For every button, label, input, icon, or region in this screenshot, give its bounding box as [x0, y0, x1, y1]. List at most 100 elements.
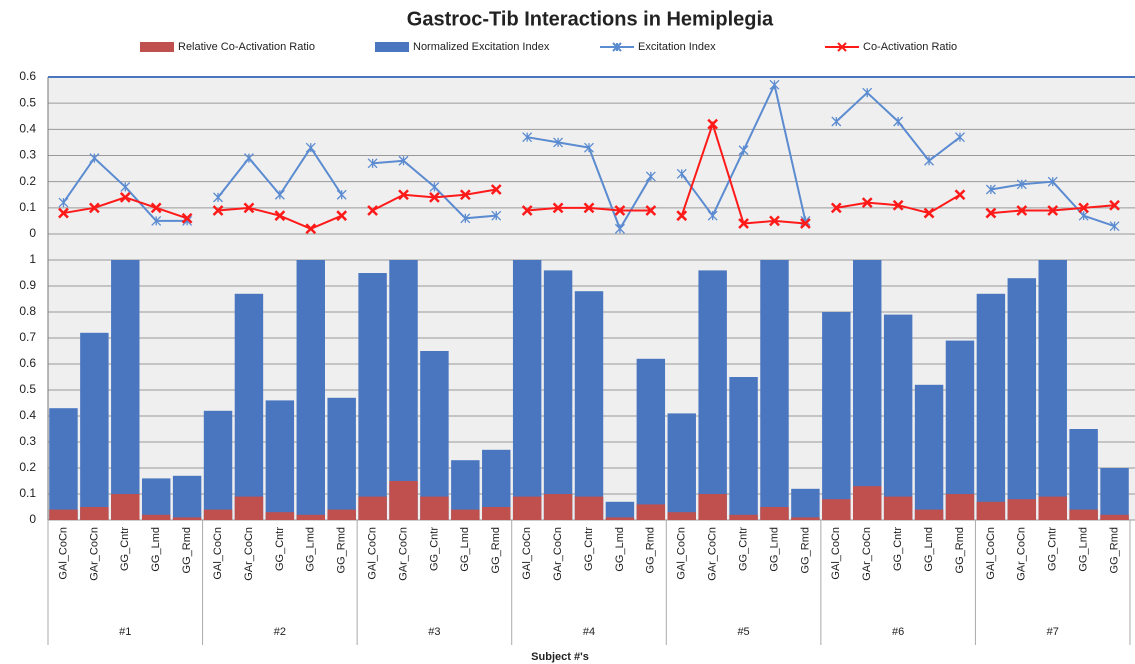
marker — [1109, 221, 1120, 232]
marker — [923, 207, 935, 219]
marker — [985, 184, 996, 195]
y-tick-label: 0.2 — [19, 460, 36, 474]
bar — [636, 358, 666, 520]
bar — [141, 514, 171, 520]
marker — [645, 171, 656, 182]
bar — [389, 260, 418, 520]
marker — [955, 132, 965, 143]
y-tick-label: 0.1 — [19, 486, 36, 500]
marker — [1047, 176, 1058, 187]
marker — [831, 116, 842, 127]
bar — [791, 517, 820, 520]
bar — [203, 509, 233, 520]
x-tick-label: GG_Rmd — [181, 527, 193, 573]
marker — [769, 215, 780, 227]
bar — [667, 413, 696, 520]
bar — [203, 410, 233, 520]
bar — [914, 384, 944, 520]
marker — [1016, 179, 1027, 190]
marker — [552, 202, 564, 214]
bar — [80, 507, 109, 520]
x-tick-label: GG_Lmd — [923, 527, 935, 572]
x-tick-label: GAl_CoCn — [676, 527, 688, 580]
bar — [358, 273, 387, 520]
y-tick-label: 0.4 — [19, 408, 36, 422]
marker — [213, 192, 223, 203]
x-tick-label: GG_Cntr — [737, 527, 749, 571]
bar — [111, 260, 140, 520]
marker — [305, 142, 316, 153]
bar — [822, 312, 851, 520]
bar — [265, 512, 295, 520]
bar — [420, 496, 449, 520]
bar — [636, 504, 666, 520]
legend-swatch — [375, 42, 409, 52]
x-tick-label: GG_Lmd — [150, 527, 162, 572]
marker — [1047, 205, 1059, 216]
marker — [367, 158, 378, 169]
bar — [853, 260, 882, 520]
bar — [296, 260, 325, 520]
bar — [883, 496, 913, 520]
bar — [234, 293, 264, 520]
group-label: #5 — [737, 626, 749, 638]
x-tick-label: GAl_CoCn — [985, 527, 997, 580]
bar — [1100, 514, 1129, 520]
group-label: #4 — [583, 626, 595, 638]
y-tick-label: 0.5 — [19, 382, 36, 396]
y-tick-label: 0 — [29, 226, 36, 240]
bar — [327, 397, 356, 520]
x-tick-label: GG_Cntr — [892, 527, 904, 571]
bar — [822, 499, 851, 520]
bar — [791, 488, 820, 520]
x-tick-label: GG_Lmd — [614, 527, 626, 572]
bar — [172, 475, 202, 520]
marker — [985, 207, 997, 219]
marker — [336, 210, 348, 222]
bar — [80, 332, 109, 520]
marker — [738, 218, 749, 229]
chart-title: Gastroc-Tib Interactions in Hemiplegia — [407, 8, 774, 30]
legend-swatch — [140, 42, 174, 52]
bar — [1038, 496, 1067, 520]
marker — [583, 202, 595, 214]
y-tick-label: 0 — [29, 512, 36, 526]
y-tick-label: 0.3 — [19, 434, 36, 448]
x-tick-label: GG_Rmd — [954, 527, 966, 573]
marker — [707, 118, 719, 130]
legend-label: Co-Activation Ratio — [863, 41, 957, 53]
marker — [151, 215, 162, 226]
bar — [667, 512, 696, 520]
y-tick-label: 0.6 — [19, 69, 36, 83]
bar — [945, 494, 975, 520]
bar — [1007, 278, 1037, 520]
marker — [522, 132, 533, 143]
bar — [605, 501, 635, 520]
marker — [58, 197, 69, 208]
x-tick-label: GG_Lmd — [459, 527, 471, 572]
marker — [89, 153, 100, 164]
x-tick-label: GAr_CoCn — [397, 527, 409, 581]
bar — [512, 496, 542, 520]
group-label: #2 — [274, 626, 286, 638]
y-tick-label: 1 — [29, 252, 36, 266]
marker — [398, 189, 409, 201]
bar — [945, 340, 975, 520]
bar — [698, 494, 727, 520]
x-tick-label: GAl_CoCn — [57, 527, 69, 580]
marker — [954, 189, 966, 201]
bar — [512, 260, 542, 520]
marker — [243, 153, 254, 164]
legend-label: Relative Co-Activation Ratio — [178, 41, 315, 53]
marker — [490, 184, 502, 195]
bar — [1069, 509, 1098, 520]
x-tick-label: GAr_CoCn — [707, 527, 719, 581]
bar — [1007, 499, 1037, 520]
bar — [234, 496, 264, 520]
bar — [1100, 468, 1129, 520]
marker — [429, 181, 440, 192]
group-label: #3 — [428, 626, 440, 638]
x-tick-label: GAl_CoCn — [830, 527, 842, 580]
bar — [141, 478, 171, 520]
